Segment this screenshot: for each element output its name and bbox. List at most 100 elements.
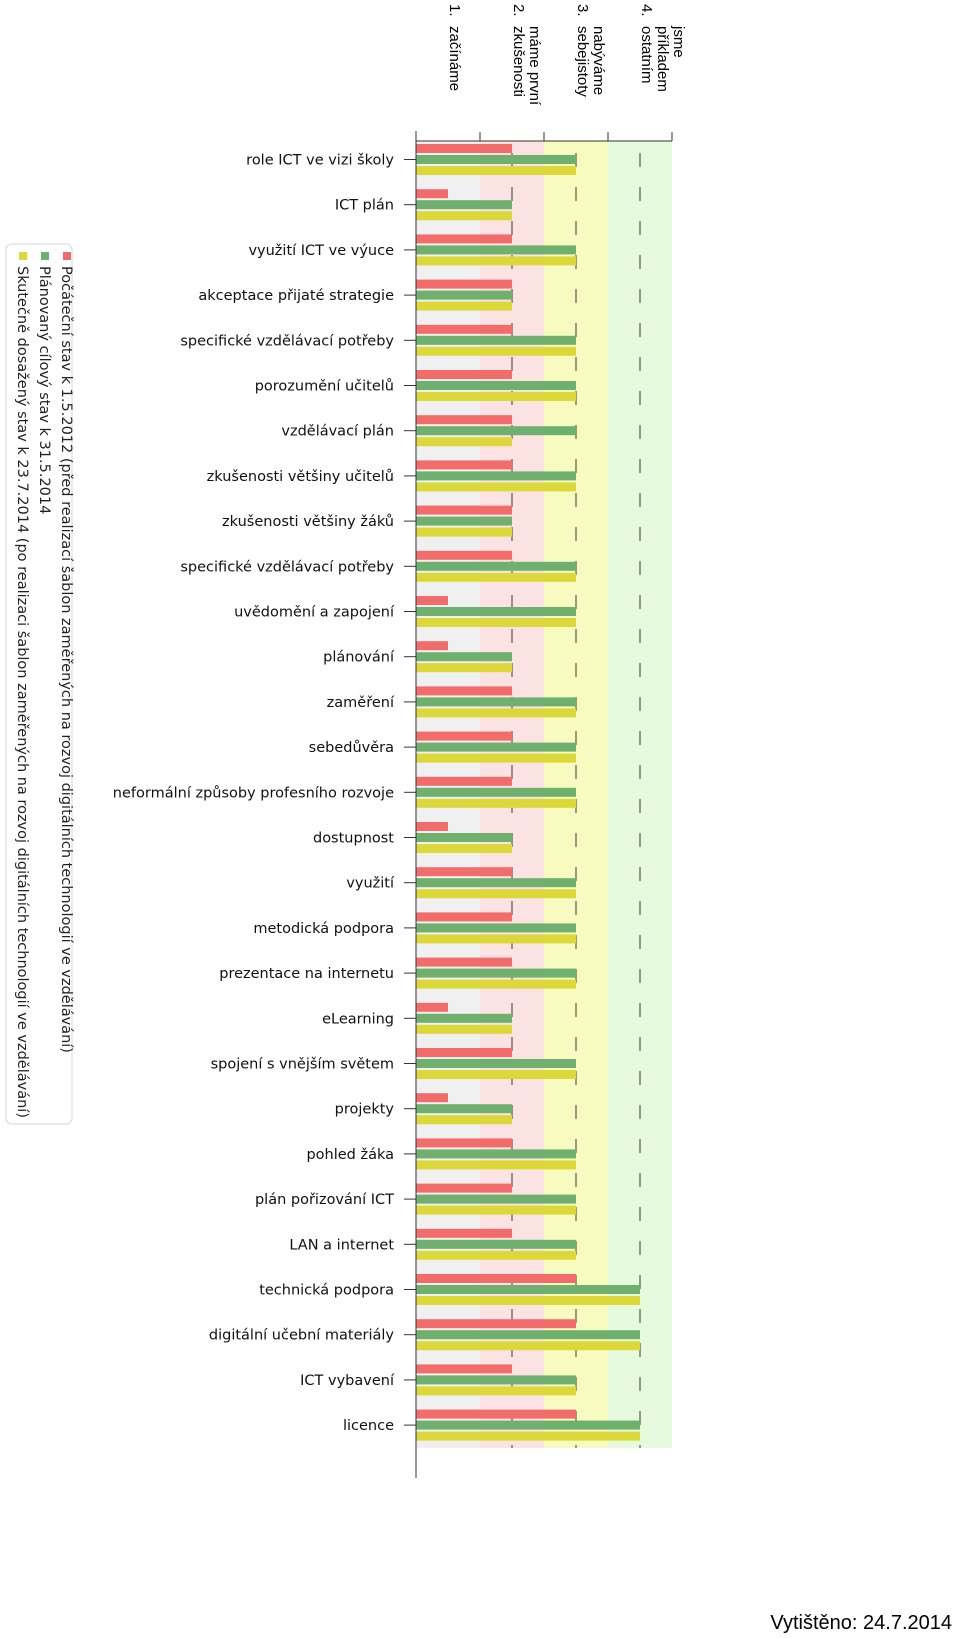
category-label-8: zkušenosti většiny učitelů <box>207 469 394 485</box>
bar-s3-5 <box>416 346 576 356</box>
level-name: nabýváme <box>590 26 607 95</box>
axis <box>404 131 673 1478</box>
bars <box>416 144 640 1441</box>
bar-s3-3 <box>416 256 576 266</box>
bar-s1-22 <box>416 1093 448 1103</box>
bar-s1-14 <box>416 731 512 741</box>
bar-s1-28 <box>416 1364 512 1374</box>
level-number: 2. <box>510 4 527 17</box>
print-date-label: Vytištěno: <box>770 1612 858 1634</box>
bar-s2-27 <box>416 1330 640 1340</box>
level-name: začínáme <box>446 26 463 91</box>
bar-s1-13 <box>416 686 512 696</box>
bar-s2-12 <box>416 652 512 662</box>
bar-s3-24 <box>416 1205 576 1215</box>
category-label-11: uvědomění a zapojení <box>234 605 395 621</box>
bar-s2-18 <box>416 923 576 933</box>
bar-s1-18 <box>416 912 512 922</box>
bar-s2-26 <box>416 1285 640 1294</box>
bar-s3-1 <box>416 166 576 175</box>
bar-s2-29 <box>416 1420 640 1430</box>
bar-s3-16 <box>416 844 512 853</box>
category-label-10: specifické vzdělávací potřeby <box>180 559 394 575</box>
bar-s1-10 <box>416 550 512 560</box>
bar-s1-23 <box>416 1138 512 1148</box>
category-labels: role ICT ve vizi školy ICT plán využití IC… <box>113 153 395 1435</box>
bar-s2-23 <box>416 1149 576 1159</box>
category-label-13: zaměření <box>327 695 395 711</box>
category-label-9: zkušenosti většiny žáků <box>222 514 394 530</box>
bar-s1-27 <box>416 1319 576 1329</box>
category-label-24: plán pořizování ICT <box>255 1192 394 1208</box>
bar-s2-14 <box>416 742 576 752</box>
bar-s3-17 <box>416 889 576 899</box>
bar-s3-20 <box>416 1024 512 1034</box>
bar-s3-4 <box>416 301 512 311</box>
bar-s1-11 <box>416 596 448 605</box>
legend-label-3: Skutečně dosažený stav k 23.7.2014 (po r… <box>14 266 30 1118</box>
bar-s2-16 <box>416 833 512 842</box>
bar-s2-8 <box>416 471 576 481</box>
category-label-5: specifické vzdělávací potřeby <box>180 333 394 349</box>
category-label-27: digitální učební materiály <box>209 1328 395 1344</box>
level-name: zkušenosti <box>510 26 527 97</box>
bar-s1-5 <box>416 324 512 334</box>
category-label-15: neformální způsoby profesního rozvoje <box>113 785 394 801</box>
bar-s3-10 <box>416 572 576 582</box>
bar-s3-2 <box>416 211 512 221</box>
bar-s3-25 <box>416 1250 576 1260</box>
print-date: Vytištěno: 24.7.2014 <box>770 1612 952 1635</box>
category-label-22: projekty <box>335 1102 395 1118</box>
legend-swatch-3 <box>19 252 27 260</box>
legend: Počáteční stav k 1.5.2012 (před realizac… <box>5 243 74 1125</box>
category-label-14: sebedůvěra <box>309 740 394 756</box>
bar-s2-9 <box>416 516 512 526</box>
category-label-26: technická podpora <box>259 1283 394 1299</box>
bar-s2-1 <box>416 155 576 164</box>
legend-entry-1: Počáteční stav k 1.5.2012 (před realizac… <box>58 252 74 1053</box>
level-label-1: 1. začínáme <box>446 4 463 91</box>
bar-s2-7 <box>416 426 576 436</box>
legend-entry-3: Skutečně dosažený stav k 23.7.2014 (po r… <box>14 252 30 1118</box>
bar-s1-4 <box>416 279 512 289</box>
bar-s1-7 <box>416 415 512 425</box>
bar-s3-21 <box>416 1070 576 1079</box>
category-label-1: role ICT ve vizi školy <box>246 153 394 169</box>
category-label-3: využití ICT ve výuce <box>248 243 394 259</box>
bar-s3-9 <box>416 527 512 537</box>
category-label-16: dostupnost <box>313 831 394 847</box>
bar-s2-20 <box>416 1013 512 1023</box>
bar-s1-29 <box>416 1409 576 1419</box>
bar-s2-3 <box>416 245 576 255</box>
bar-s2-25 <box>416 1239 576 1249</box>
bar-s1-25 <box>416 1228 512 1238</box>
bar-s2-2 <box>416 200 512 210</box>
bar-s2-28 <box>416 1375 576 1385</box>
bar-s2-5 <box>416 335 576 345</box>
category-label-23: pohled žáka <box>306 1147 394 1163</box>
category-label-7: vzdělávací plán <box>281 424 394 440</box>
bar-s1-16 <box>416 822 448 831</box>
legend-swatch-1 <box>63 252 71 260</box>
bar-s3-14 <box>416 753 576 763</box>
bar-s3-23 <box>416 1160 576 1170</box>
category-label-21: spojení s vnějším světem <box>211 1057 394 1073</box>
level-number: 3. <box>574 4 591 17</box>
level-name: ostatním <box>638 26 655 84</box>
bar-s1-2 <box>416 189 448 199</box>
bar-s1-3 <box>416 234 512 244</box>
category-label-28: ICT vybavení <box>300 1373 395 1389</box>
bar-s2-4 <box>416 290 512 300</box>
bar-s3-7 <box>416 437 512 447</box>
bar-s3-19 <box>416 979 576 989</box>
bar-s2-11 <box>416 607 576 616</box>
bar-s2-22 <box>416 1104 512 1114</box>
bar-s2-21 <box>416 1059 576 1068</box>
bar-s3-22 <box>416 1115 512 1125</box>
category-label-29: licence <box>343 1418 394 1434</box>
bar-s2-6 <box>416 381 576 390</box>
bar-s1-20 <box>416 1002 448 1012</box>
bar-s1-6 <box>416 370 512 379</box>
print-date-value: 24.7.2014 <box>863 1612 952 1634</box>
